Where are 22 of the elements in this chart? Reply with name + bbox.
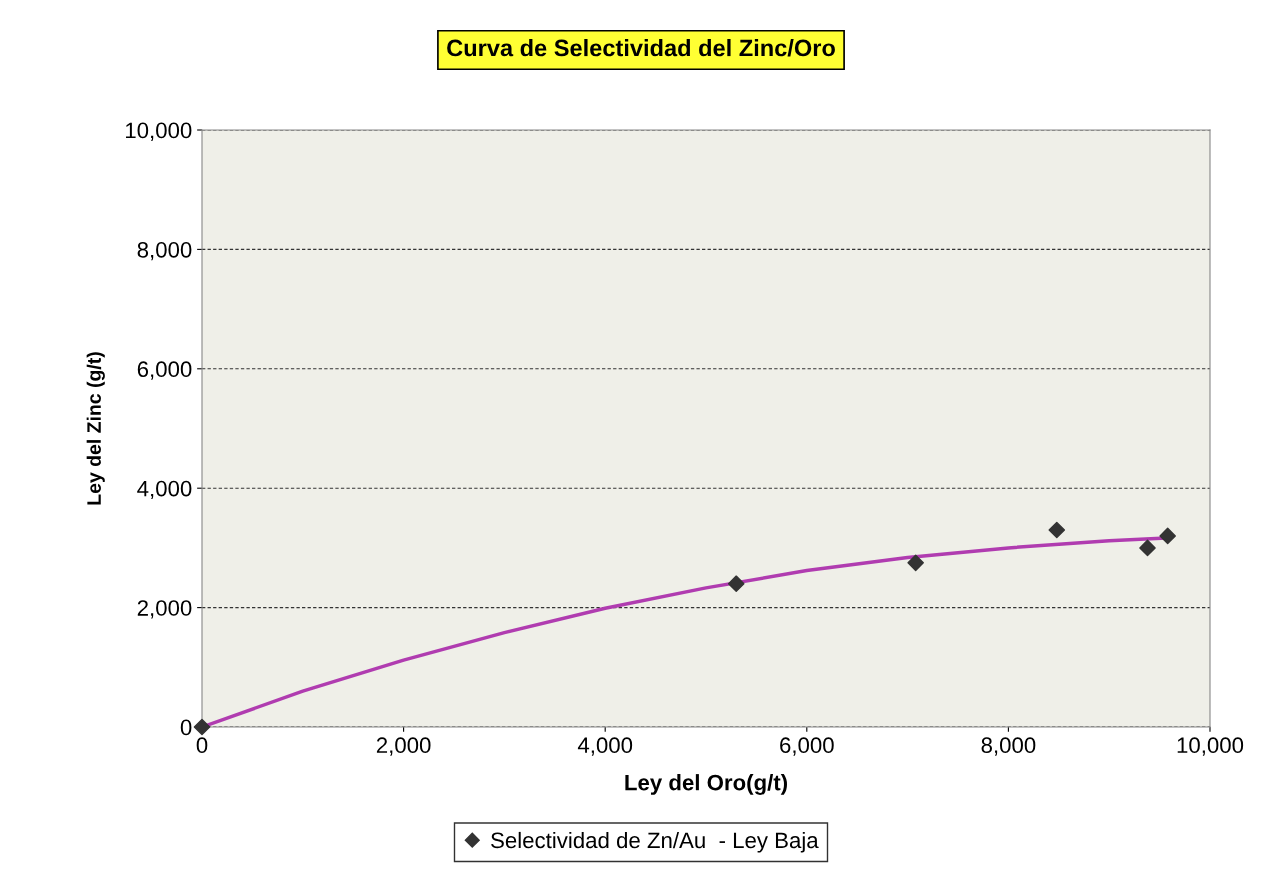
y-tick-label: 6,000 xyxy=(137,361,192,380)
y-tick-label: 4,000 xyxy=(137,480,192,500)
y-tick-label: 2,000 xyxy=(137,600,192,619)
point xyxy=(907,554,924,572)
x-tick-label: 0 xyxy=(196,737,208,754)
point xyxy=(1048,521,1066,539)
x-tick-label: 2,000 xyxy=(376,737,431,756)
y-tick-label: 10,000 xyxy=(126,122,192,141)
x-axis-title: Ley del Oro(g/t) xyxy=(625,774,787,795)
point xyxy=(727,575,745,593)
y-axis-title: Ley del Zinc (g/t) xyxy=(86,352,105,505)
x-tick-label: 4,000 xyxy=(577,737,633,756)
point xyxy=(193,718,211,736)
point xyxy=(1159,527,1176,545)
legend-label: Selectividad de Zn/Au - Ley Baja xyxy=(491,831,819,853)
chart-title: Curva de Selectividad del Zinc/Oro xyxy=(447,39,835,57)
point xyxy=(1139,539,1156,557)
y-tick-label: 8,000 xyxy=(137,241,192,261)
x-tick-label: 6,000 xyxy=(780,737,834,756)
x-tick-label: 8,000 xyxy=(981,737,1036,756)
x-tick-label: 10,000 xyxy=(1177,737,1244,756)
y-tick-label: 0 xyxy=(180,719,192,736)
